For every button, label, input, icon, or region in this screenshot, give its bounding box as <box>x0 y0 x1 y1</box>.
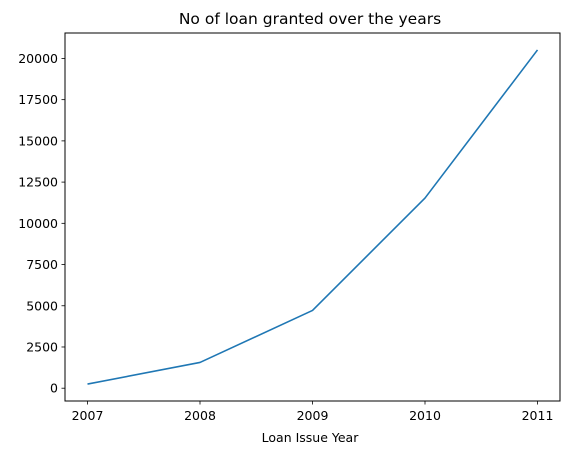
x-axis: 2007 2008 2009 2010 2011 <box>72 401 554 423</box>
y-axis: 0 2500 5000 7500 10000 12500 15000 17500 20000 <box>18 51 65 396</box>
plot-area <box>64 32 561 402</box>
y-tick-label: 15000 <box>18 133 58 148</box>
x-tick-label: 2011 <box>522 408 554 423</box>
chart-title: No of loan granted over the years <box>179 10 441 28</box>
y-tick-label: 17500 <box>18 92 58 107</box>
y-tick-label: 2500 <box>26 339 58 354</box>
x-tick-label: 2008 <box>184 408 216 423</box>
y-tick-label: 0 <box>50 381 58 396</box>
y-tick-label: 10000 <box>18 216 58 231</box>
series-line <box>87 49 539 385</box>
y-tick-label: 5000 <box>26 298 58 313</box>
y-tick-label: 20000 <box>18 51 58 66</box>
x-axis-label: Loan Issue Year <box>262 430 360 445</box>
x-tick-label: 2010 <box>409 408 441 423</box>
y-tick-label: 7500 <box>26 257 58 272</box>
x-tick-label: 2007 <box>72 408 104 423</box>
y-tick-label: 12500 <box>18 175 58 190</box>
x-tick-label: 2009 <box>297 408 329 423</box>
